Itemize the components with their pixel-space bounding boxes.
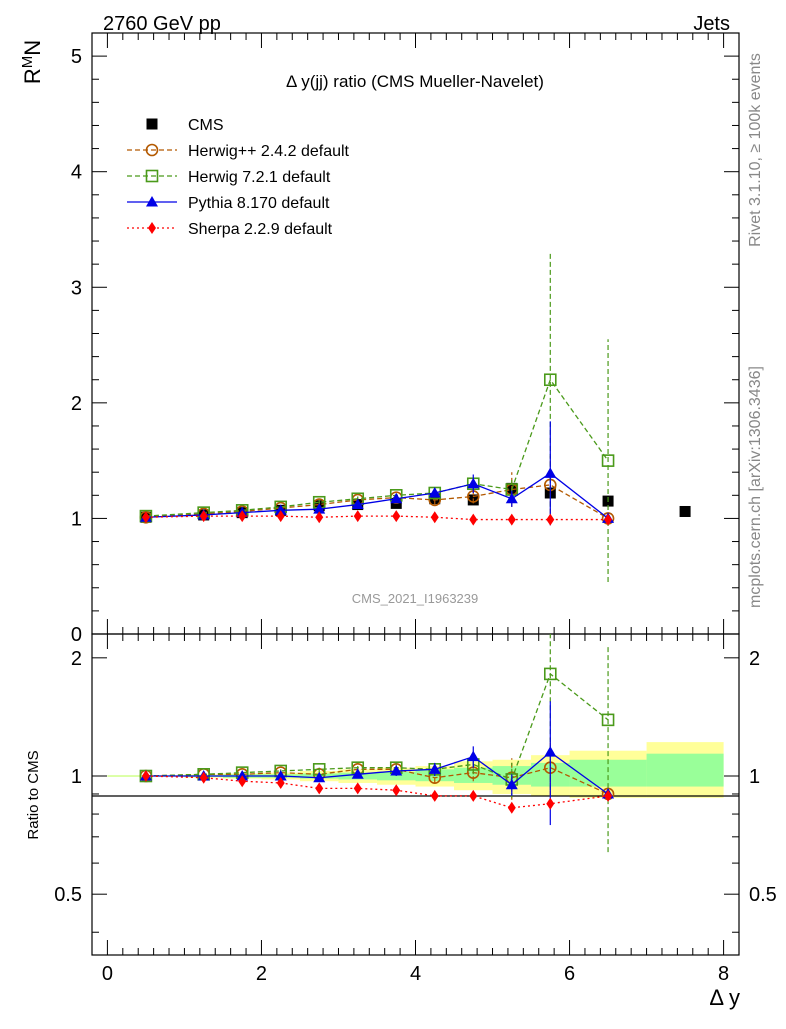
data-point-ratio [315,782,324,795]
ratio-series [139,634,615,853]
data-point-main [505,492,518,504]
data-point-main [428,486,441,498]
data-point-ratio [351,768,364,779]
legend-label: Pythia 8.170 default [188,195,330,212]
y-tick-label: 2 [71,393,82,415]
y-axis-label: RMN [19,40,45,84]
data-point-main [546,513,555,526]
ratio-band-green [646,753,724,787]
data-point-ratio [392,784,401,797]
legend-marker [145,143,159,157]
ratio-band-green [376,771,416,781]
data-point-main [543,373,557,387]
legend-label: Herwig++ 2.4.2 default [188,143,350,160]
data-point-main [430,511,439,524]
data-point-ratio [601,713,615,727]
data-point-ratio [604,789,613,802]
ratio-y-tick-label-right: 2 [749,648,760,670]
data-point-ratio [428,763,441,774]
series-line-ratio [145,775,609,809]
ratio-y-tick-label: 2 [71,648,82,670]
data-point-main [313,503,326,514]
data-point-main [351,498,364,510]
data-point-ratio [469,789,478,802]
legend-marker [148,222,156,234]
legend: CMS Herwig++ 2.4.2 default Herwig 7.2.1 de… [127,117,350,238]
y-tick-label: 0 [71,624,82,646]
data-point-main [274,504,287,515]
x-tick-label: 8 [718,963,729,985]
data-point-ratio [546,797,555,810]
chart-title: Δ y(jj) ratio (CMS Mueller-Navelet) [286,72,544,91]
ratio-y-tick-label-right: 1 [749,766,760,788]
data-point-ratio [141,770,150,783]
data-point-main [199,510,208,523]
header-left: 2760 GeV pp [103,13,221,35]
y-tick-label: 3 [71,277,82,299]
data-point-ratio [390,764,403,776]
x-tick-label: 2 [256,963,267,985]
y-tick-label: 4 [71,162,82,184]
data-point-ratio [544,746,557,757]
y-tick-label: 5 [71,46,82,68]
data-point-main [544,467,557,478]
data-point-ratio [353,782,362,795]
ratio-y-tick-label: 1 [71,766,82,788]
analysis-id: CMS_2021_I1963239 [352,591,479,606]
data-point-ratio [199,771,208,784]
data-point-main [390,492,403,504]
data-point-ratio [543,667,557,681]
series-line-main [145,378,609,517]
data-point-main [507,513,516,526]
data-point-ratio [238,775,247,788]
data-point-main [601,454,615,467]
data-point-main [392,510,401,523]
ratio-y-tick-label-right: 0.5 [749,884,777,906]
side-label-bottom: mcplots.cern.ch [arXiv:1306.3436] [747,366,764,608]
series-line-ratio [145,672,609,781]
data-point-main [141,511,150,524]
data-point-ratio [313,771,326,783]
data-point-main [467,477,480,489]
data-point-main [469,513,478,526]
data-point-ratio [467,750,480,762]
data-point-ratio [507,801,516,814]
data-point-main [679,505,691,517]
x-tick-label: 6 [564,963,575,985]
legend-marker [146,118,158,130]
legend-marker [145,169,159,183]
series-line-main [145,472,609,519]
ratio-band-green [454,767,493,783]
data-point-main [315,511,324,524]
ratio-y-axis-label: Ratio to CMS [25,750,42,839]
data-point-main [276,510,285,523]
x-tick-label: 0 [102,963,113,985]
x-axis-label: Δ y [709,985,740,1010]
data-point-main [353,510,362,523]
data-point-ratio [505,778,518,790]
series-line-ratio [145,751,609,795]
series-line-main [145,484,609,519]
x-tick-label: 4 [410,963,421,985]
series-line-ratio [145,767,609,795]
main-series [139,252,691,582]
data-point-main [604,513,613,526]
legend-label: Sherpa 2.2.9 default [188,221,333,238]
series-line-main [145,515,609,521]
data-point-ratio [274,770,287,781]
header-right: Jets [693,13,730,35]
data-point-main [238,510,247,523]
legend-label: Herwig 7.2.1 default [188,169,331,186]
legend-label: CMS [188,117,224,134]
y-tick-label: 1 [71,508,82,530]
ratio-y-tick-label: 0.5 [54,884,82,906]
data-point-ratio [276,776,285,789]
side-label-top: Rivet 3.1.10, ≥ 100k events [747,53,764,247]
data-point-ratio [430,789,439,802]
legend-marker [146,196,158,207]
